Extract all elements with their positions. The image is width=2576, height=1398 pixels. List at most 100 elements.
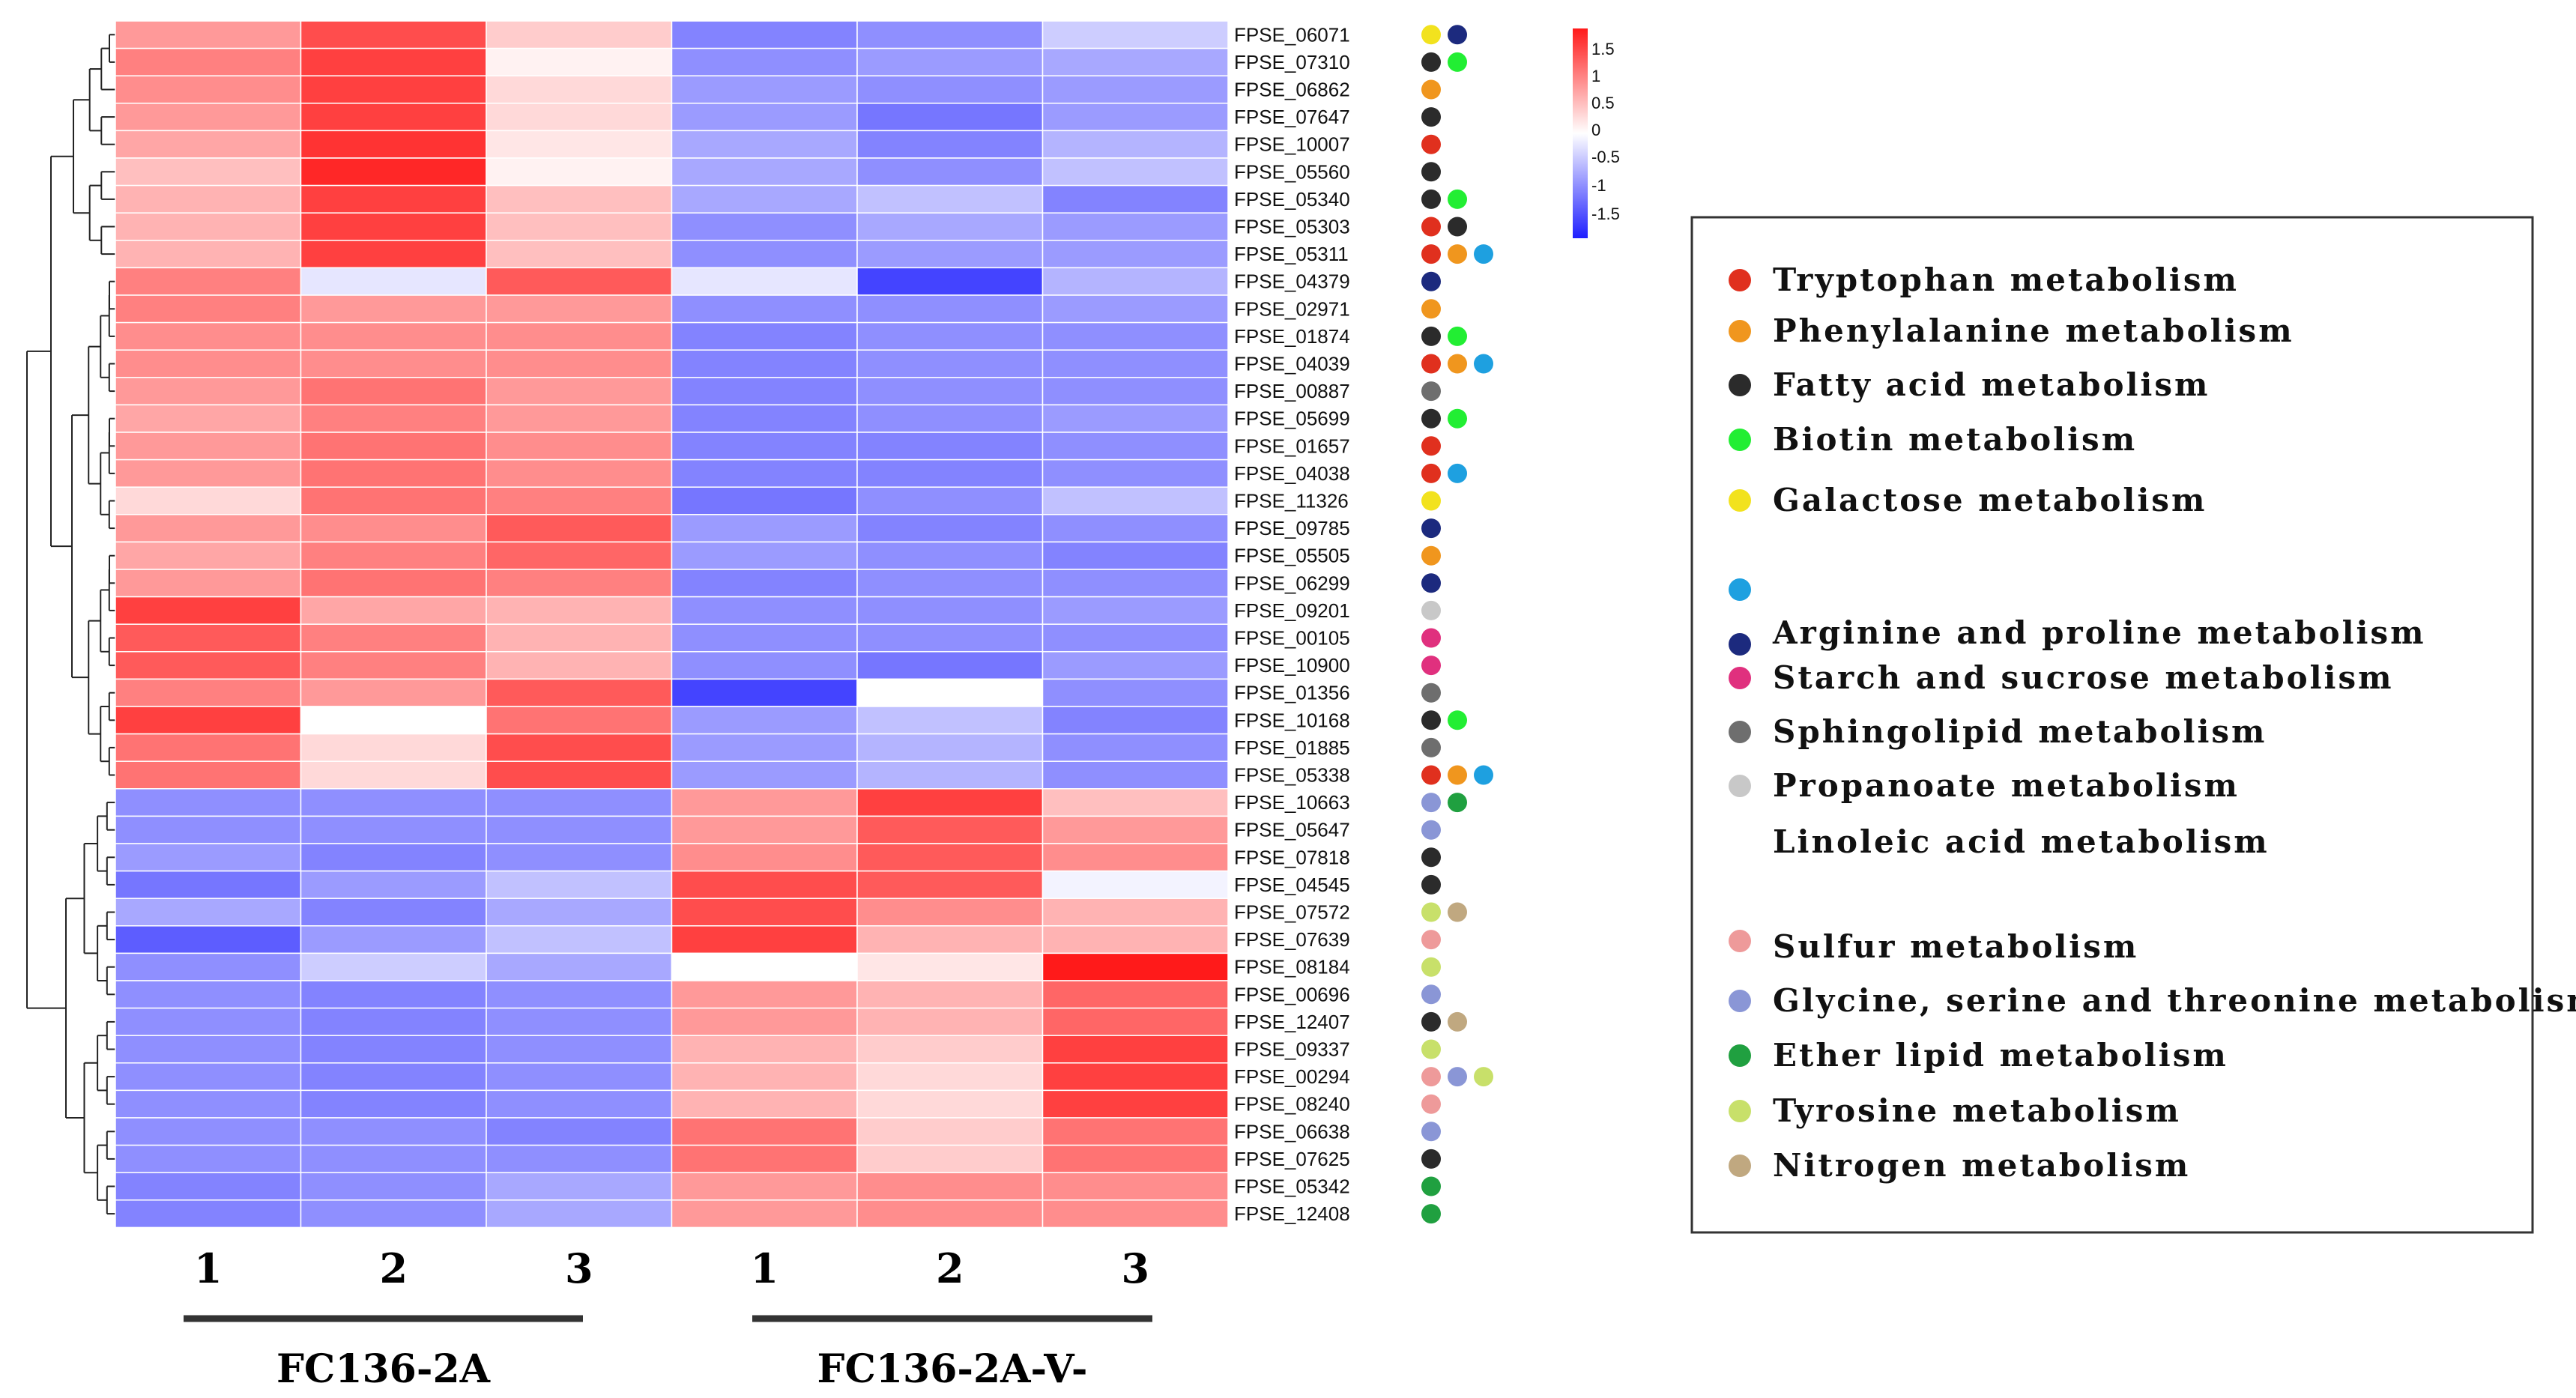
heatmap-cell [671, 651, 858, 680]
heatmap-cell [856, 952, 1044, 981]
pathway-dot [1421, 1067, 1441, 1087]
heatmap-cell [671, 103, 858, 132]
gene-label: FPSE_00105 [1234, 627, 1350, 650]
heatmap-cell [1041, 184, 1229, 214]
pathway-dot [1421, 354, 1441, 374]
gene-label: FPSE_10007 [1234, 133, 1350, 156]
pathway-dot [1421, 1039, 1441, 1059]
pathway-dot [1448, 217, 1467, 237]
heatmap-cell [115, 870, 302, 899]
heatmap-cell [486, 1062, 673, 1092]
heatmap-cell [671, 20, 858, 49]
legend-dot [1729, 930, 1751, 952]
heatmap-cell [115, 952, 302, 981]
heatmap-cell [856, 623, 1044, 653]
legend-dot [1729, 320, 1751, 342]
color-scale-tick: -1.5 [1591, 205, 1620, 223]
gene-label: FPSE_01885 [1234, 736, 1350, 759]
heatmap-cell [486, 212, 673, 241]
pathway-dot [1421, 930, 1441, 950]
gene-label: FPSE_12407 [1234, 1011, 1350, 1033]
heatmap-cell [671, 404, 858, 433]
heatmap-cell [671, 541, 858, 570]
pathway-dot [1448, 463, 1467, 483]
pathway-dot [1421, 79, 1441, 100]
heatmap-cell [115, 486, 302, 515]
heatmap-cell [856, 569, 1044, 598]
heatmap-cell [671, 294, 858, 324]
heatmap-cell [671, 1144, 858, 1173]
heatmap-cell [115, 788, 302, 817]
heatmap-cell [115, 843, 302, 872]
legend-label: Nitrogen metabolism [1773, 1147, 2190, 1184]
gene-label: FPSE_05342 [1234, 1175, 1350, 1198]
heatmap-cell [115, 157, 302, 187]
column-label: 2 [380, 1244, 408, 1292]
heatmap-cell [115, 267, 302, 296]
heatmap-cell [300, 404, 487, 433]
heatmap-cell [1041, 321, 1229, 351]
heatmap-cell [486, 20, 673, 49]
heatmap-cell [856, 459, 1044, 488]
color-scale-tick: 1.5 [1591, 40, 1615, 58]
heatmap-cell [300, 1007, 487, 1036]
heatmap-cell [115, 760, 302, 790]
heatmap-cell [1041, 596, 1229, 625]
heatmap-cell [856, 1089, 1044, 1119]
pathway-dot [1474, 354, 1493, 374]
pathway-dot [1421, 1149, 1441, 1169]
heatmap-cell [486, 1117, 673, 1146]
heatmap-cell [856, 184, 1044, 214]
heatmap-cell [856, 733, 1044, 762]
gene-label: FPSE_10663 [1234, 791, 1350, 814]
gene-label: FPSE_05560 [1234, 160, 1350, 183]
pathway-dot [1421, 793, 1441, 813]
pathway-dot [1421, 820, 1441, 840]
heatmap-cell [856, 377, 1044, 406]
heatmap-cell [486, 1144, 673, 1173]
heatmap-cell [300, 267, 487, 296]
heatmap-cell [300, 788, 487, 817]
heatmap-cell [1041, 733, 1229, 762]
heatmap-cell [671, 349, 858, 378]
heatmap-cell [671, 1199, 858, 1229]
heatmap-cell [1041, 623, 1229, 653]
heatmap-cell [300, 459, 487, 488]
heatmap-cell [671, 75, 858, 104]
heatmap-cell [115, 184, 302, 214]
heatmap-cell [671, 596, 858, 625]
heatmap-cell [115, 514, 302, 543]
heatmap-cell [856, 103, 1044, 132]
heatmap-cell [856, 1117, 1044, 1146]
heatmap-cell [856, 212, 1044, 241]
heatmap-cell [671, 898, 858, 927]
pathway-dot [1421, 874, 1441, 895]
heatmap-cell [671, 212, 858, 241]
heatmap-cell [486, 623, 673, 653]
pathway-dot [1421, 1204, 1441, 1224]
column-label: 3 [1122, 1244, 1150, 1292]
legend-dot [1729, 1155, 1751, 1177]
legend-label: Glycine, serine and threonine metabolism [1773, 982, 2576, 1019]
heatmap-cell [486, 294, 673, 324]
heatmap-cell [1041, 952, 1229, 981]
heatmap-cell [671, 623, 858, 653]
heatmap-cell [1041, 898, 1229, 927]
gene-label: FPSE_02971 [1234, 297, 1350, 320]
pathway-dot [1421, 408, 1441, 429]
heatmap-cell [486, 514, 673, 543]
heatmap-cell [115, 1144, 302, 1173]
gene-label: FPSE_05340 [1234, 188, 1350, 211]
heatmap-cell [856, 815, 1044, 844]
legend-dot [1729, 429, 1751, 451]
heatmap-cell [300, 240, 487, 269]
heatmap-cell [856, 321, 1044, 351]
heatmap-cell [486, 240, 673, 269]
heatmap-cell [856, 486, 1044, 515]
pathway-dot [1421, 683, 1441, 703]
heatmap-cell [856, 870, 1044, 899]
pathway-dot [1448, 710, 1467, 730]
heatmap-cell [115, 75, 302, 104]
heatmap-cell [1041, 130, 1229, 159]
gene-label: FPSE_04379 [1234, 270, 1350, 293]
